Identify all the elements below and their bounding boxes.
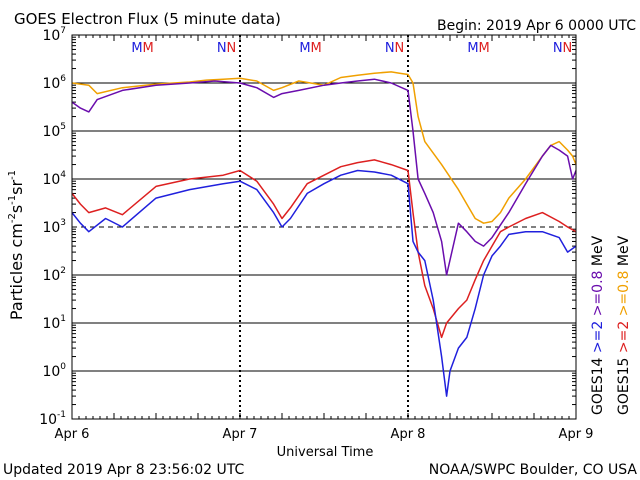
series-line	[71, 71, 577, 224]
y-tick-label: 107	[42, 26, 66, 44]
x-axis-label: Universal Time	[277, 445, 374, 460]
chart-title: GOES Electron Flux (5 minute data)	[14, 10, 281, 28]
y-tick-label: 100	[42, 362, 66, 380]
y-axis-label-mid2: sr	[7, 180, 26, 195]
series-line	[71, 78, 577, 276]
y-axis-label-mid: s	[7, 205, 26, 213]
plot-frame	[71, 34, 577, 420]
y-tick-label: 105	[42, 122, 66, 140]
x-tick-label: Apr 8	[391, 427, 426, 442]
y-tick-label: 104	[42, 170, 66, 188]
y-tick-label: 102	[42, 266, 66, 284]
y-tick-label: 10-1	[39, 410, 66, 428]
marker-label: NN	[385, 41, 404, 56]
y-axis-label-sup2: -1	[7, 195, 18, 205]
series-line	[71, 159, 577, 339]
updated-label: Updated 2019 Apr 8 23:56:02 UTC	[3, 462, 244, 478]
x-tick-label: Apr 6	[55, 427, 90, 442]
y-tick-label: 106	[42, 74, 66, 92]
x-tick-label: Apr 7	[223, 427, 258, 442]
legend: GOES14 >=2 >=0.8 MeV GOES15 >=2 >=0.8 Me…	[590, 235, 632, 415]
legend-goes15: GOES15 >=2 >=0.8 MeV	[616, 235, 632, 415]
y-axis-label-sup3: -1	[7, 170, 18, 180]
y-tick-label: 103	[42, 218, 66, 236]
legend-goes14: GOES14 >=2 >=0.8 MeV	[590, 235, 606, 415]
y-tick-label: 101	[42, 314, 66, 332]
marker-label: NN	[553, 41, 572, 56]
series-line	[71, 169, 577, 397]
y-axis-label-sup1: -2	[7, 213, 18, 223]
plot-area: 10-1 100 101 102 103 104 105 106 107 Apr 6 Apr 7 Ap…	[39, 26, 593, 442]
marker-label: MM	[131, 41, 153, 56]
marker-label: MM	[299, 41, 321, 56]
y-axis-label-main: Particles cm	[7, 223, 26, 320]
marker-label: NN	[217, 41, 236, 56]
begin-label: Begin: 2019 Apr 6 0000 UTC	[437, 18, 636, 34]
x-tick-label: Apr 9	[559, 427, 594, 442]
y-axis-label: Particles cm-2s-1sr-1	[7, 170, 26, 320]
marker-label: MM	[467, 41, 489, 56]
credit-label: NOAA/SWPC Boulder, CO USA	[429, 462, 638, 478]
